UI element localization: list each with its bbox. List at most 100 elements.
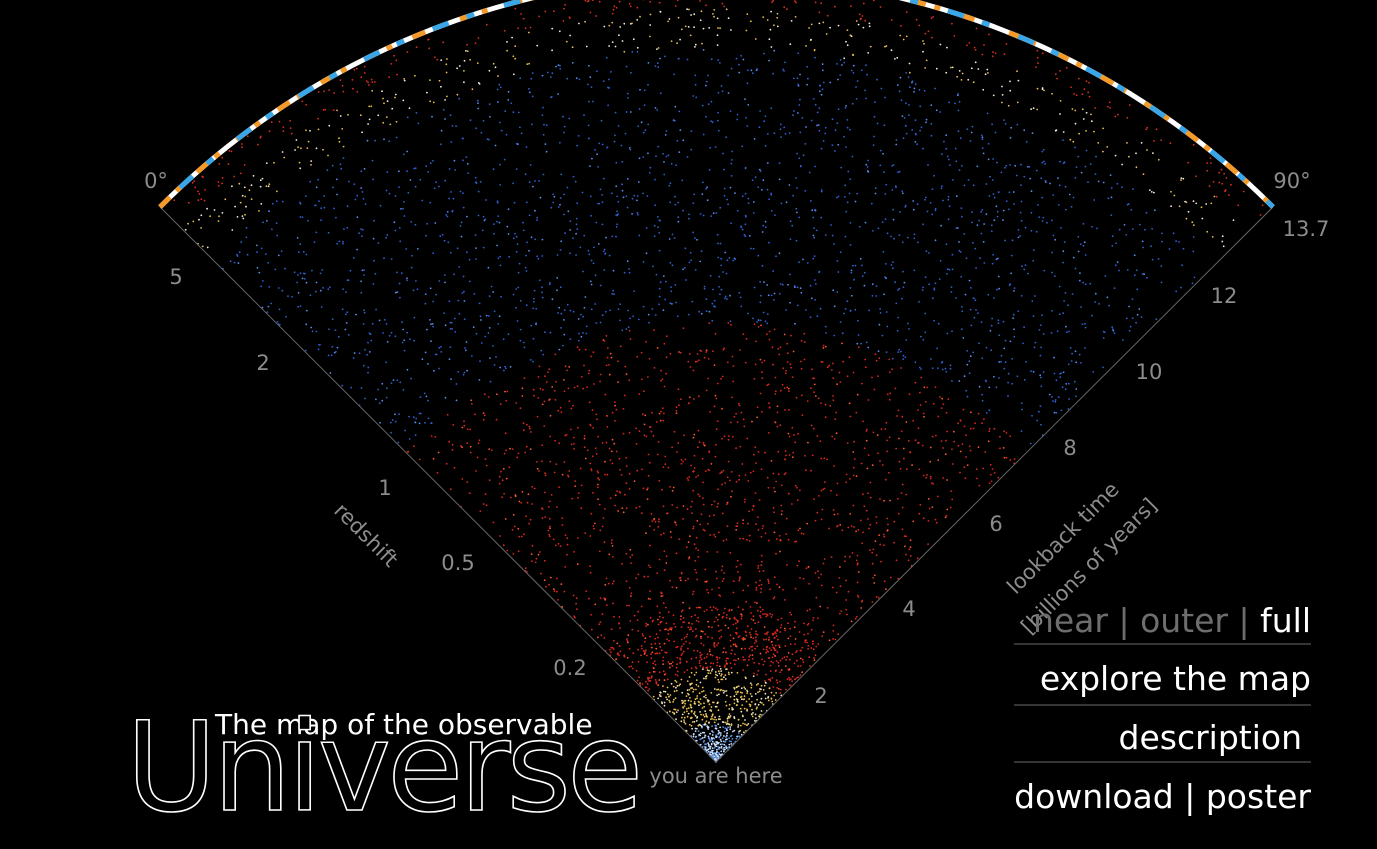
galaxy-dot [831, 435, 834, 438]
galaxy-dot [756, 645, 759, 648]
galaxy-dot [1069, 347, 1072, 349]
galaxy-dot [361, 131, 363, 134]
galaxy-dot [433, 369, 435, 372]
galaxy-dot [731, 738, 734, 740]
galaxy-dot [715, 727, 718, 730]
galaxy-dot [1142, 173, 1145, 176]
galaxy-dot [669, 182, 672, 185]
galaxy-dot [383, 102, 385, 105]
galaxy-dot [934, 386, 937, 388]
galaxy-dot [758, 715, 760, 718]
galaxy-dot [590, 469, 593, 472]
galaxy-dot [573, 443, 575, 445]
galaxy-dot [486, 138, 489, 141]
galaxy-dot [736, 621, 739, 623]
galaxy-dot [611, 12, 614, 15]
galaxy-dot [931, 36, 933, 39]
galaxy-dot [709, 751, 712, 753]
galaxy-dot [184, 228, 187, 231]
galaxy-dot [493, 232, 495, 235]
galaxy-dot [699, 523, 701, 526]
galaxy-dot [805, 567, 808, 570]
galaxy-dot [704, 694, 707, 697]
galaxy-dot [1009, 80, 1011, 83]
galaxy-dot [809, 665, 811, 667]
galaxy-dot [396, 73, 398, 76]
galaxy-dot [221, 212, 224, 214]
galaxy-dot [857, 571, 860, 573]
galaxy-dot [815, 229, 818, 232]
galaxy-dot [679, 351, 682, 354]
galaxy-dot [951, 380, 953, 382]
galaxy-dot [569, 309, 572, 312]
galaxy-dot [479, 180, 482, 183]
galaxy-dot [414, 434, 417, 436]
galaxy-dot [466, 215, 468, 218]
galaxy-dot [957, 422, 959, 425]
galaxy-dot [636, 50, 639, 53]
galaxy-dot [1020, 402, 1023, 405]
galaxy-dot [752, 615, 755, 618]
galaxy-dot [798, 261, 800, 264]
galaxy-dot [760, 560, 763, 563]
galaxy-dot [689, 535, 691, 538]
galaxy-dot [368, 351, 371, 353]
galaxy-dot [1009, 459, 1012, 461]
galaxy-dot [951, 330, 953, 333]
galaxy-dot [987, 158, 990, 161]
galaxy-dot [630, 595, 632, 597]
galaxy-dot [641, 633, 644, 635]
galaxy-dot [850, 35, 853, 38]
galaxy-dot [418, 422, 421, 425]
galaxy-dot [487, 266, 490, 269]
galaxy-dot [648, 525, 651, 528]
galaxy-dot [849, 555, 851, 558]
galaxy-dot [677, 388, 680, 391]
galaxy-dot [243, 164, 246, 166]
galaxy-dot [294, 149, 296, 151]
galaxy-dot [335, 216, 337, 219]
galaxy-dot [725, 538, 728, 541]
galaxy-dot [370, 339, 373, 342]
galaxy-dot [1039, 354, 1042, 357]
galaxy-dot [595, 322, 598, 324]
galaxy-dot [358, 232, 360, 235]
galaxy-dot [768, 198, 770, 201]
galaxy-dot [729, 551, 732, 554]
galaxy-dot [589, 195, 592, 198]
galaxy-dot [1010, 272, 1012, 275]
galaxy-dot [733, 695, 736, 698]
galaxy-dot [434, 56, 436, 59]
galaxy-dot [734, 653, 736, 656]
galaxy-dot [535, 322, 538, 324]
galaxy-dot [844, 107, 847, 109]
galaxy-dot [636, 19, 639, 21]
galaxy-dot [814, 1, 817, 4]
galaxy-dot [928, 252, 930, 254]
galaxy-dot [758, 584, 760, 587]
galaxy-dot [352, 257, 355, 259]
galaxy-dot [1043, 160, 1045, 163]
galaxy-dot [379, 421, 381, 424]
galaxy-dot [259, 179, 262, 182]
galaxy-dot [637, 181, 640, 183]
galaxy-dot [794, 540, 796, 543]
galaxy-dot [660, 649, 663, 652]
galaxy-dot [618, 491, 621, 493]
galaxy-dot [385, 361, 387, 364]
galaxy-dot [687, 699, 690, 702]
galaxy-dot [762, 16, 765, 18]
galaxy-dot [768, 38, 771, 41]
galaxy-dot [673, 237, 676, 239]
galaxy-dot [499, 366, 502, 369]
galaxy-dot [744, 498, 746, 501]
galaxy-dot [683, 671, 686, 674]
galaxy-dot [636, 469, 639, 472]
galaxy-dot [649, 598, 652, 601]
galaxy-dot [482, 246, 485, 249]
galaxy-dot [640, 645, 643, 647]
galaxy-dot [789, 643, 792, 645]
galaxy-dot [982, 467, 985, 470]
galaxy-dot [681, 699, 683, 702]
galaxy-dot [658, 520, 660, 523]
